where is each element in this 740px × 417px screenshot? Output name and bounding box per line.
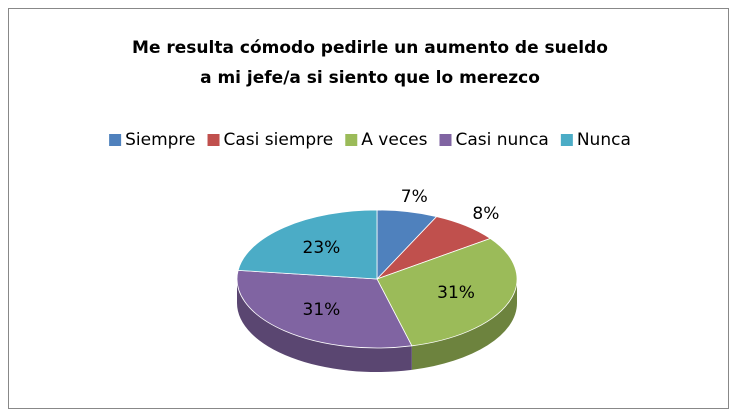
data-label: 8% [472, 204, 499, 224]
slice [376, 237, 518, 347]
slice [237, 209, 378, 280]
legend-swatch [109, 134, 122, 146]
chart-title: Me resulta cómodo pedirle un aumento de … [132, 38, 608, 58]
data-label: 31% [437, 283, 475, 303]
data-label: 7% [401, 187, 428, 207]
legend-label: Siempre [125, 130, 195, 150]
data-label: 31% [303, 300, 341, 320]
slice-side [411, 279, 517, 370]
legend-label: Casi siempre [224, 130, 334, 150]
legend-label: Nunca [577, 130, 631, 150]
slice-side [236, 279, 412, 373]
legend-swatch [345, 134, 358, 146]
legend-swatch [207, 134, 220, 146]
slice [236, 269, 413, 349]
legend-label: A veces [361, 130, 427, 150]
chart-title: a mi jefe/a si siento que lo merezco [200, 68, 540, 88]
data-label: 23% [303, 238, 341, 258]
legend-label: Casi nunca [455, 130, 548, 150]
legend-swatch [560, 134, 573, 146]
legend-swatch [439, 134, 452, 146]
